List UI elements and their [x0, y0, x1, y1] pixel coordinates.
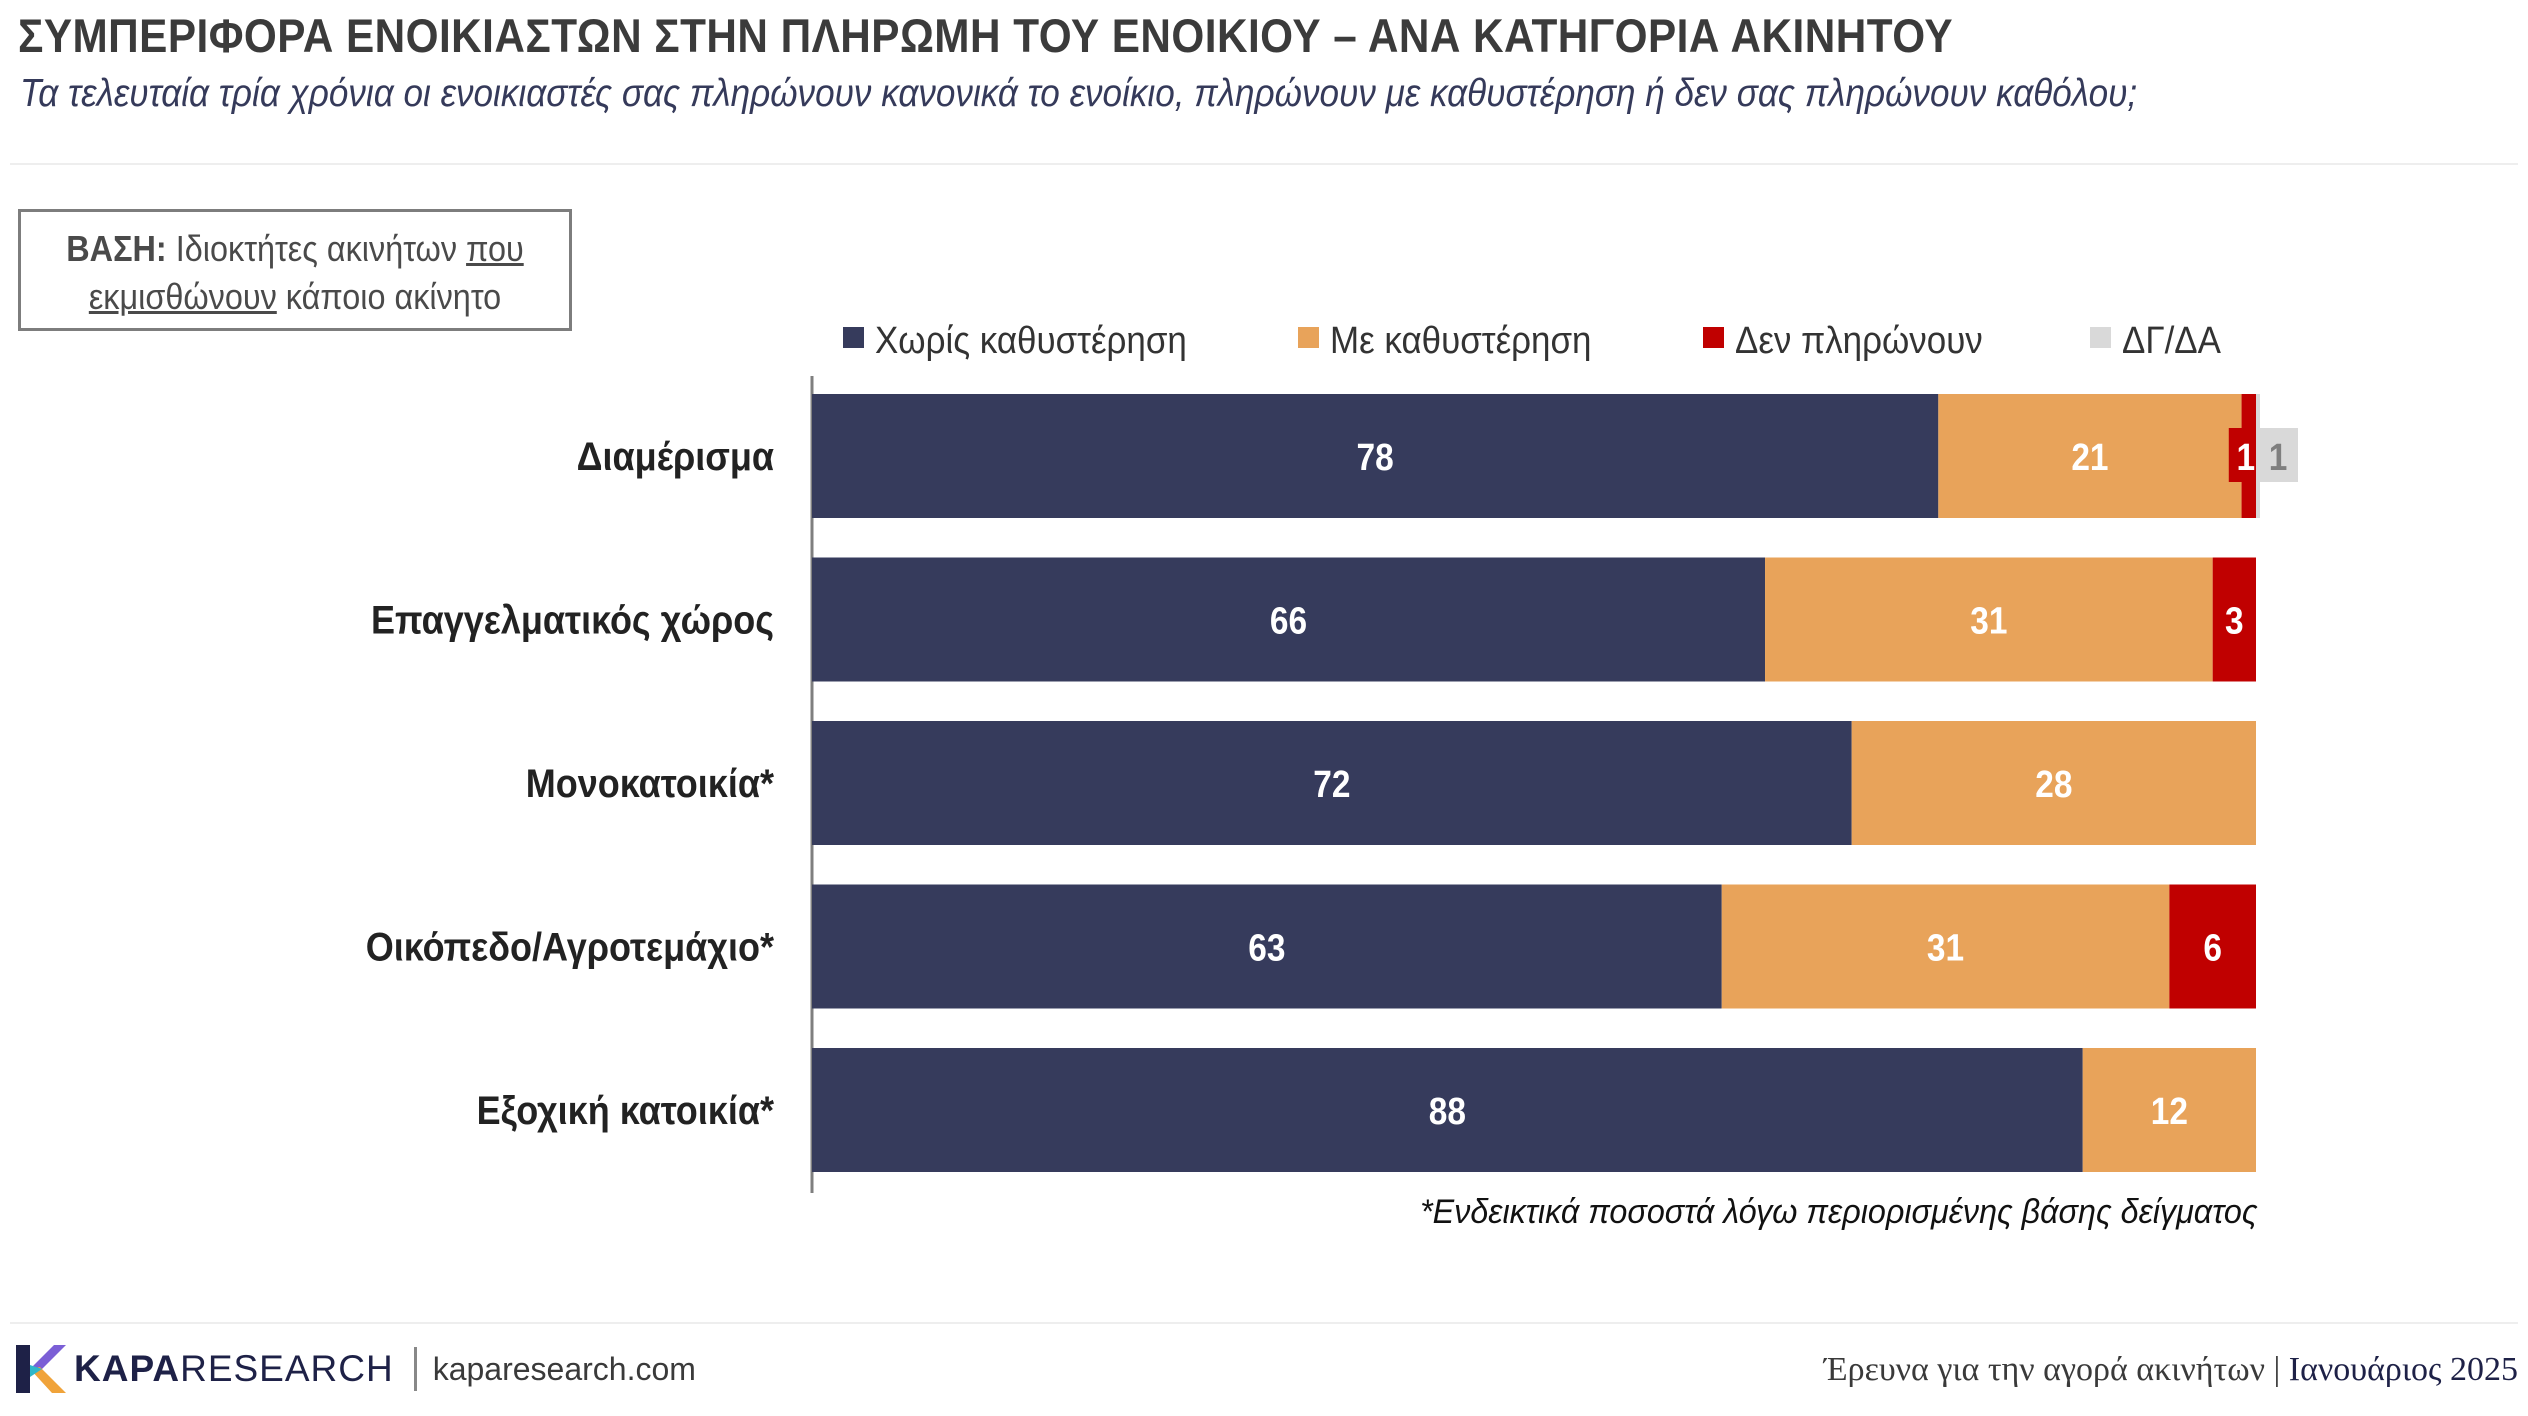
base-text-property: κάποιο ακίνητο [285, 276, 502, 317]
bar-segment [812, 557, 1766, 682]
bar-segment [812, 1048, 2083, 1172]
base-note-line-1: ΒΑΣΗ: Ιδιοκτήτες ακινήτων που [48, 228, 541, 270]
brand-name-rest: RESEARCH [180, 1348, 394, 1389]
legend-swatch [1703, 327, 1724, 348]
bar-segment [1938, 394, 2242, 518]
bar-segment [1851, 721, 2256, 845]
bar-segment [2212, 557, 2256, 682]
chart-subtitle: Τα τελευταία τρία χρόνια οι ενοικιαστές … [20, 72, 2138, 115]
data-label: 78 [1357, 436, 1394, 478]
category-label: Επαγγελματικός χώρος [371, 599, 774, 643]
legend-label: Δεν πληρώνουν [1735, 319, 1983, 362]
data-label: 88 [1429, 1090, 1466, 1132]
bar-segment [1721, 884, 2170, 1009]
base-note-line-2: εκμισθώνουν κάποιο ακίνητο [48, 276, 541, 318]
logo-separator [413, 1347, 417, 1391]
data-label: 66 [1270, 600, 1307, 642]
study-date: Ιανουάριος 2025 [2288, 1351, 2518, 1388]
data-label: 3 [2225, 600, 2244, 642]
base-text-lease: εκμισθώνουν [88, 276, 277, 317]
stacked-bar-chart: Χωρίς καθυστέρηση Με καθυστέρηση Δεν πληρώ… [366, 319, 2298, 1193]
data-label: 1 [2236, 436, 2255, 478]
data-label-bg [2258, 428, 2298, 482]
legend-swatch [2090, 327, 2111, 348]
category-label: Διαμέρισμα [577, 435, 774, 479]
legend-label: Με καθυστέρηση [1330, 319, 1591, 362]
data-label: 31 [1970, 600, 2007, 642]
bar-segment [1765, 557, 2213, 682]
base-note-box: ΒΑΣΗ: Ιδιοκτήτες ακινήτων που εκμισθώνου… [18, 209, 572, 331]
legend-swatch [843, 327, 864, 348]
legend-label: ΔΓ/ΔΑ [2122, 319, 2222, 362]
base-label: ΒΑΣΗ: [66, 228, 167, 269]
category-label: Μονοκατοικία* [526, 762, 774, 806]
footer-divider [10, 1322, 2518, 1324]
brand-name-bold: KAPA [74, 1348, 181, 1389]
bar-segment [812, 721, 1852, 845]
data-label: 63 [1248, 927, 1285, 969]
data-label: 28 [2035, 763, 2072, 805]
data-label: 31 [1927, 927, 1964, 969]
legend-swatch [1298, 327, 1319, 348]
bar-segment [2082, 1048, 2256, 1172]
brand-name: KAPARESEARCH [74, 1348, 394, 1390]
data-label: 21 [2071, 436, 2108, 478]
bar-segment [812, 884, 1722, 1009]
data-label: 1 [2269, 436, 2288, 478]
website-link[interactable]: kaparesearch.com [432, 1350, 696, 1387]
kapa-logo-icon [16, 1345, 66, 1393]
footer-divider-mark: | [2273, 1351, 2281, 1388]
chart-title: ΣΥΜΠΕΡΙΦΟΡΑ ΕΝΟΙΚΙΑΣΤΩΝ ΣΤΗΝ ΠΛΗΡΩΜΗ ΤΟΥ… [18, 9, 1954, 62]
bar-segment [812, 394, 1939, 518]
category-label: Οικόπεδο/Αγροτεμάχιο* [366, 926, 774, 970]
category-label: Εξοχική κατοικία* [477, 1089, 775, 1133]
base-text-owners: Ιδιοκτήτες ακινήτων [175, 228, 458, 269]
data-label: 6 [2203, 927, 2222, 969]
header-divider [10, 163, 2518, 165]
footnote: *Ενδεικτικά ποσοστά λόγω περιορισμένης β… [1420, 1193, 2258, 1231]
legend-label: Χωρίς καθυστέρηση [875, 319, 1187, 362]
study-name: Έρευνα για την αγορά ακινήτων [1824, 1351, 2265, 1388]
base-text-that: που [466, 228, 524, 269]
footer-study-info: Έρευνα για την αγορά ακινήτων | Ιανουάρι… [1824, 1351, 2518, 1389]
bar-segment [2169, 884, 2256, 1009]
brand-logo: KAPARESEARCH kaparesearch.com [14, 1341, 696, 1397]
data-label: 12 [2151, 1090, 2188, 1132]
data-label: 72 [1313, 763, 1350, 805]
